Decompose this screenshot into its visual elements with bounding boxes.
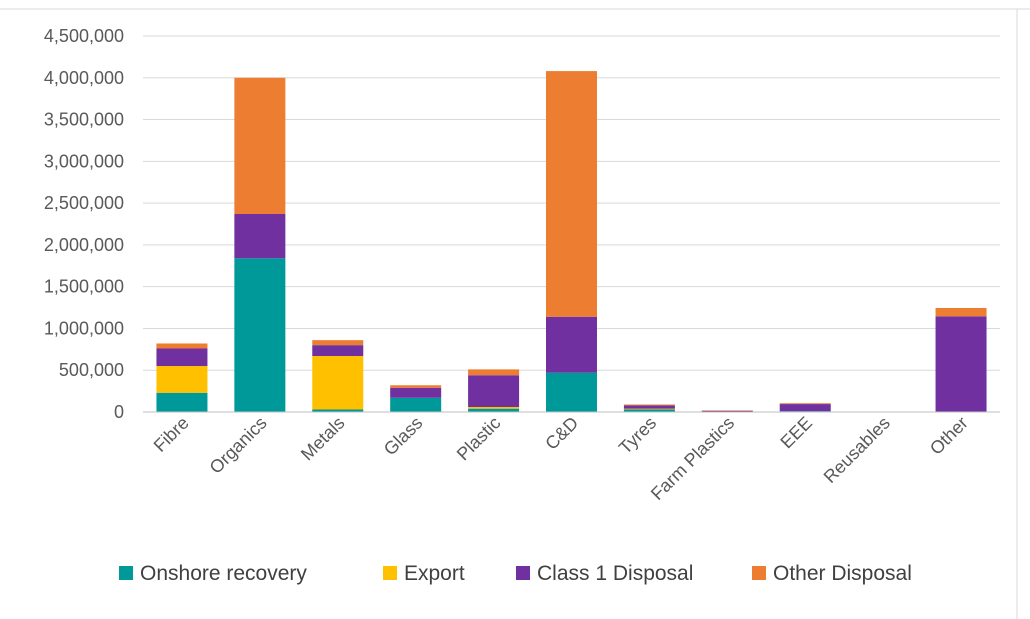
x-tick-label-4: Plastic — [453, 413, 505, 465]
bar-2-series-2 — [312, 345, 364, 357]
bar-6-series-2 — [623, 405, 675, 409]
x-tick-label-2: Metals — [297, 413, 349, 465]
legend-swatch-2 — [516, 566, 530, 580]
y-tick-label-0: 0 — [114, 402, 124, 422]
y-tick-label-4: 2,000,000 — [44, 235, 124, 255]
legend-label-2: Class 1 Disposal — [537, 562, 693, 585]
bar-4-series-0 — [468, 408, 520, 412]
bar-4-series-3 — [468, 369, 520, 376]
x-tick-label-5: C&D — [541, 413, 582, 454]
bar-6-series-0 — [623, 409, 675, 412]
bar-6-series-3 — [623, 404, 675, 406]
y-tick-label-9: 4,500,000 — [44, 26, 124, 46]
bar-3-series-0 — [390, 397, 442, 412]
bar-3-series-2 — [390, 387, 442, 398]
bar-10-series-3 — [935, 307, 987, 317]
x-axis-labels: Fibre Organics Metals Glass Plastic C&D TyresF… — [150, 413, 972, 504]
legend-swatch-1 — [383, 566, 397, 580]
bar-0-series-1 — [156, 366, 208, 393]
bar-2-series-1 — [312, 356, 364, 410]
bar-6-series-1 — [623, 408, 675, 410]
x-tick-label-3: Glass — [380, 413, 427, 460]
y-tick-label-2: 1,000,000 — [44, 318, 124, 338]
y-tick-label-7: 3,500,000 — [44, 110, 124, 130]
x-tick-label-8: EEE — [776, 413, 816, 453]
bar-5-series-3 — [546, 71, 597, 317]
x-tick-label-1: Organics — [206, 413, 271, 478]
bar-4-series-2 — [468, 375, 520, 407]
x-tick-label-10: Other — [926, 413, 972, 459]
bar-2-series-0 — [312, 409, 364, 412]
bar-0-series-2 — [156, 348, 208, 367]
bar-4-series-1 — [468, 406, 520, 409]
legend-swatch-0 — [119, 566, 133, 580]
y-axis: 0 500,000 1,000,000 1,500,000 2,000,000 2,500… — [44, 26, 124, 422]
bar-0-series-3 — [156, 343, 208, 349]
bars — [156, 71, 987, 412]
bar-1-series-3 — [234, 77, 286, 214]
y-tick-label-1: 500,000 — [59, 360, 124, 380]
bar-2-series-3 — [312, 340, 364, 346]
bar-5-series-2 — [546, 316, 597, 373]
x-tick-label-7: Farm Plastics — [647, 413, 738, 504]
x-tick-label-6: Tyres — [615, 413, 660, 458]
bar-8-series-3 — [779, 403, 831, 405]
bar-10-series-2 — [935, 316, 987, 412]
legend: Onshore recovery Export Class 1 Disposal Ot… — [119, 562, 912, 585]
bar-5-series-0 — [546, 372, 597, 412]
y-tick-label-3: 1,500,000 — [44, 277, 124, 297]
x-tick-label-0: Fibre — [150, 413, 193, 456]
y-tick-label-6: 3,000,000 — [44, 151, 124, 171]
bar-1-series-0 — [234, 258, 286, 412]
y-tick-label-5: 2,500,000 — [44, 193, 124, 213]
bar-0-series-0 — [156, 392, 208, 412]
legend-label-1: Export — [404, 562, 465, 585]
legend-label-0: Onshore recovery — [140, 562, 307, 585]
bar-3-series-3 — [390, 385, 442, 388]
legend-label-3: Other Disposal — [773, 562, 912, 585]
y-tick-label-8: 4,000,000 — [44, 68, 124, 88]
bar-8-series-2 — [779, 404, 831, 412]
bar-1-series-2 — [234, 213, 286, 259]
x-tick-label-9: Reusables — [820, 413, 894, 487]
bar-7-series-2 — [701, 410, 753, 412]
legend-swatch-3 — [752, 566, 766, 580]
